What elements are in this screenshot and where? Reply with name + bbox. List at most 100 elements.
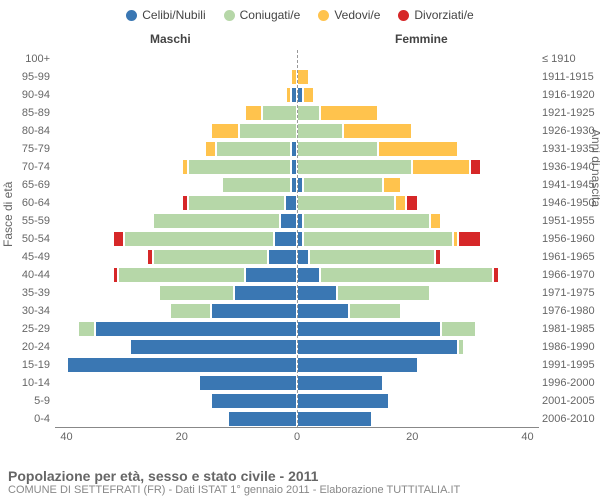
age-label: 10-14	[5, 377, 50, 389]
bar-segment	[297, 141, 378, 157]
legend: Celibi/Nubili Coniugati/e Vedovi/e Divorzia…	[0, 0, 600, 22]
bar-segment	[337, 285, 429, 301]
birth-label: 1971-1975	[542, 287, 597, 299]
age-label: 95-99	[5, 71, 50, 83]
birth-label: 1981-1985	[542, 323, 597, 335]
bar-female	[297, 411, 372, 427]
bar-segment	[297, 285, 337, 301]
bar-male	[222, 177, 297, 193]
bar-segment	[320, 267, 493, 283]
birth-label: 1976-1980	[542, 305, 597, 317]
bar-male	[130, 339, 297, 355]
bar-segment	[113, 231, 125, 247]
bar-male	[286, 87, 298, 103]
chart-subtitle: COMUNE DI SETTEFRATI (FR) - Dati ISTAT 1…	[8, 484, 460, 496]
bar-segment	[297, 303, 349, 319]
bar-female	[297, 339, 464, 355]
age-label: 35-39	[5, 287, 50, 299]
bar-segment	[78, 321, 95, 337]
legend-label: Celibi/Nubili	[142, 8, 205, 22]
chart-title: Popolazione per età, sesso e stato civil…	[8, 468, 460, 484]
age-label: 100+	[5, 53, 50, 65]
bar-segment	[153, 249, 268, 265]
bar-female	[297, 159, 481, 175]
bar-segment	[228, 411, 297, 427]
bar-segment	[262, 105, 297, 121]
bar-female	[297, 375, 383, 391]
bar-segment	[383, 177, 400, 193]
x-tick: 40	[60, 431, 72, 443]
bar-female	[297, 69, 309, 85]
bar-segment	[412, 159, 470, 175]
bar-male	[182, 195, 297, 211]
age-label: 75-79	[5, 143, 50, 155]
bar-segment	[297, 357, 418, 373]
legend-label: Coniugati/e	[240, 8, 301, 22]
x-tick: 0	[294, 431, 300, 443]
bar-segment	[309, 249, 436, 265]
bar-segment	[285, 195, 297, 211]
bar-segment	[441, 321, 476, 337]
birth-label: 1996-2000	[542, 377, 597, 389]
bar-segment	[297, 249, 309, 265]
bar-segment	[268, 249, 297, 265]
bar-female	[297, 105, 378, 121]
bar-segment	[458, 339, 464, 355]
age-label: 80-84	[5, 125, 50, 137]
legend-item: Vedovi/e	[318, 8, 380, 22]
birth-label: 1961-1965	[542, 251, 597, 263]
bar-segment	[199, 375, 297, 391]
bar-segment	[124, 231, 274, 247]
bar-segment	[297, 105, 320, 121]
birth-label: 2006-2010	[542, 413, 597, 425]
legend-item: Coniugati/e	[224, 8, 301, 22]
bar-female	[297, 357, 418, 373]
bar-segment	[406, 195, 418, 211]
bar-female	[297, 393, 389, 409]
bar-segment	[245, 105, 262, 121]
birth-label: 1956-1960	[542, 233, 597, 245]
bar-female	[297, 195, 418, 211]
bar-female	[297, 285, 430, 301]
bar-segment	[297, 411, 372, 427]
age-label: 65-69	[5, 179, 50, 191]
age-label: 25-29	[5, 323, 50, 335]
legend-item: Celibi/Nubili	[126, 8, 205, 22]
x-tick: 20	[176, 431, 188, 443]
bar-segment	[297, 159, 412, 175]
bar-segment	[297, 123, 343, 139]
legend-item: Divorziati/e	[398, 8, 473, 22]
bar-male	[182, 159, 297, 175]
bar-segment	[95, 321, 297, 337]
bar-male	[211, 123, 297, 139]
bar-female	[297, 267, 499, 283]
bar-segment	[153, 213, 280, 229]
bar-segment	[435, 249, 441, 265]
bar-segment	[67, 357, 297, 373]
bar-segment	[303, 177, 384, 193]
bar-segment	[205, 141, 217, 157]
birth-label: 1911-1915	[542, 71, 597, 83]
bar-segment	[274, 231, 297, 247]
age-label: 40-44	[5, 269, 50, 281]
legend-swatch	[224, 10, 235, 21]
age-label: 55-59	[5, 215, 50, 227]
age-label: 20-24	[5, 341, 50, 353]
bar-female	[297, 177, 401, 193]
age-label: 70-74	[5, 161, 50, 173]
birth-label: 1916-1920	[542, 89, 597, 101]
birth-label: 1986-1990	[542, 341, 597, 353]
age-label: 50-54	[5, 233, 50, 245]
bar-female	[297, 321, 476, 337]
bar-segment	[234, 285, 297, 301]
bar-female	[297, 141, 458, 157]
age-label: 90-94	[5, 89, 50, 101]
bar-segment	[216, 141, 291, 157]
bar-segment	[188, 195, 286, 211]
pyramid-chart: 0-42006-20105-92001-200510-141996-200015…	[55, 50, 539, 450]
bar-segment	[297, 195, 395, 211]
age-label: 0-4	[5, 413, 50, 425]
legend-label: Vedovi/e	[334, 8, 380, 22]
bar-male	[153, 213, 297, 229]
legend-label: Divorziati/e	[414, 8, 473, 22]
